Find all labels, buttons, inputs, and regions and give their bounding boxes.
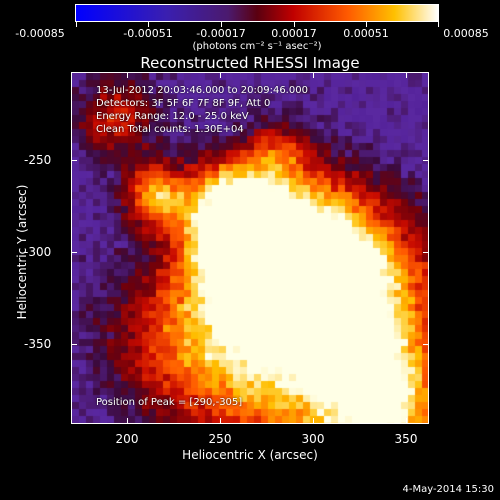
date-stamp: 4-May-2014 15:30 (402, 484, 494, 495)
y-tick-label: -300 (24, 245, 52, 259)
y-axis-label: Heliocentric Y (arcsec) (15, 184, 29, 320)
info-peak: Position of Peak = [290,-305] (96, 397, 243, 408)
rhessi-image-map (72, 73, 428, 423)
colorbar-label-4: 0.00051 (343, 27, 389, 40)
x-tick-label: 200 (115, 432, 139, 446)
colorbar-label-1: -0.00051 (123, 27, 173, 40)
page-title: Reconstructed RHESSI Image (140, 54, 360, 72)
x-tick-label: 250 (208, 432, 232, 446)
x-tick-label: 300 (301, 432, 325, 446)
colorbar (75, 4, 439, 22)
x-tick-label: 350 (394, 432, 418, 446)
colorbar-label-2: -0.00017 (196, 27, 246, 40)
colorbar-label-5: 0.00085 (443, 27, 489, 40)
y-tick-label: -250 (24, 153, 52, 167)
colorbar-units: (photons cm⁻² s⁻¹ asec⁻²) (192, 41, 322, 52)
colorbar-label-3: 0.00017 (271, 27, 317, 40)
image-plot: 13-Jul-2012 20:03:46.000 to 20:09:46.000… (71, 72, 429, 424)
x-axis-label: Heliocentric X (arcsec) (182, 448, 318, 462)
colorbar-label-0: -0.00085 (15, 27, 65, 40)
info-time: 13-Jul-2012 20:03:46.000 to 20:09:46.000 (96, 85, 308, 96)
info-energy: Energy Range: 12.0 - 25.0 keV (96, 111, 249, 122)
info-clean: Clean Total counts: 1.30E+04 (96, 124, 244, 135)
info-detectors: Detectors: 3F 5F 6F 7F 8F 9F, Att 0 (96, 98, 271, 109)
y-tick-label: -350 (24, 337, 52, 351)
